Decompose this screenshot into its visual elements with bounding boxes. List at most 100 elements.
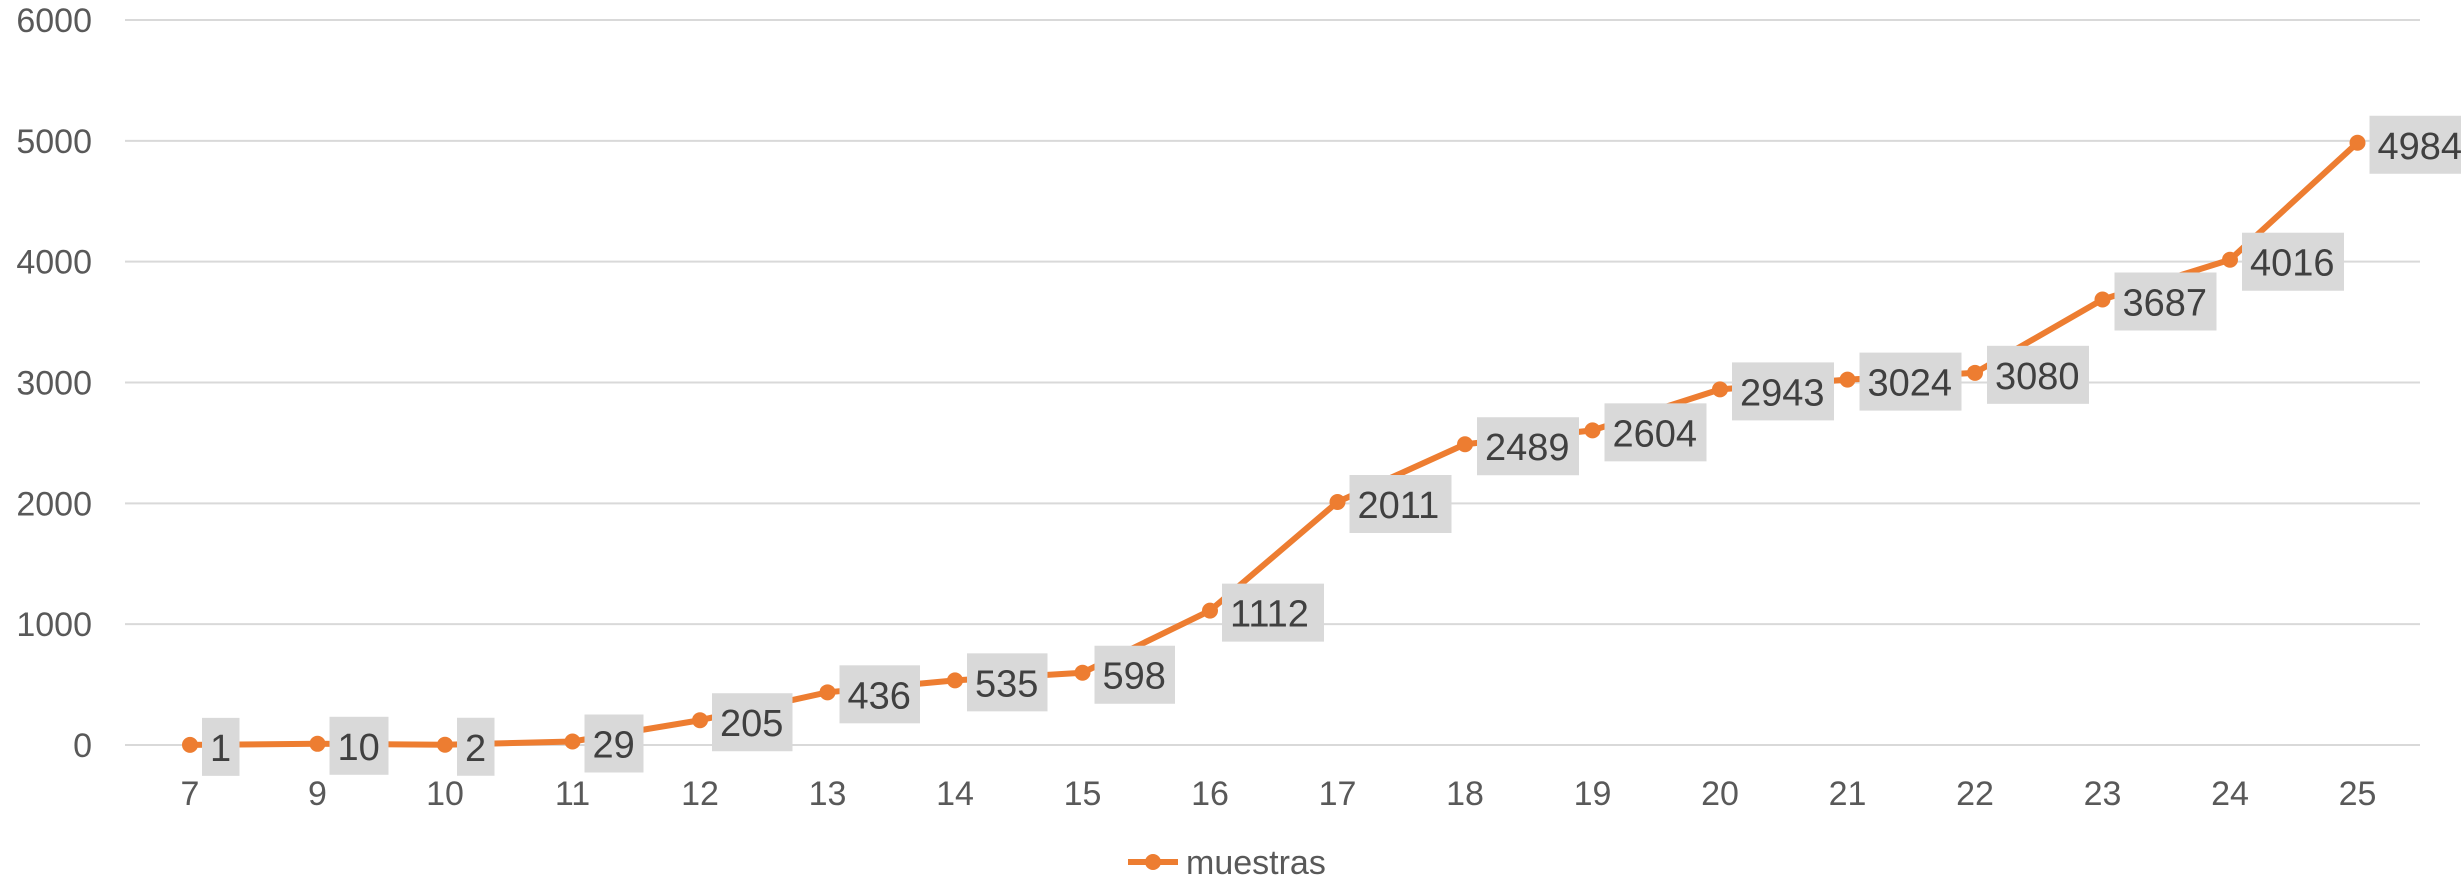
x-tick-label: 22 xyxy=(1956,775,1994,813)
data-label-text: 3080 xyxy=(1995,356,2080,398)
y-axis-ticks: 0 1000 2000 3000 4000 5000 6000 xyxy=(16,2,92,765)
data-label-text: 2943 xyxy=(1740,372,1825,414)
data-label-text: 2489 xyxy=(1485,427,1570,469)
data-point xyxy=(1074,664,1091,681)
data-point xyxy=(437,736,453,753)
data-point xyxy=(1457,436,1473,453)
data-label: 205 xyxy=(712,693,793,752)
data-label-box xyxy=(1477,417,1579,476)
data-label-text: 3024 xyxy=(1868,363,1953,405)
data-label-box xyxy=(1604,403,1707,462)
data-label-box xyxy=(1222,583,1324,642)
data-label: 535 xyxy=(967,653,1048,712)
data-label-box xyxy=(2242,232,2344,291)
data-label-text: 29 xyxy=(593,724,635,766)
data-label: 4016 xyxy=(2242,232,2344,291)
x-tick-label: 13 xyxy=(809,775,847,813)
x-tick-label: 25 xyxy=(2339,775,2377,813)
data-point xyxy=(2094,291,2111,308)
y-tick-label: 2000 xyxy=(16,485,92,523)
data-label: 2489 xyxy=(1477,417,1579,476)
x-tick-label: 21 xyxy=(1829,775,1867,813)
data-point xyxy=(947,672,963,689)
x-axis-ticks: 7 9 10 11 12 13 14 15 16 17 18 19 20 21 22 23 24 25 xyxy=(181,775,2377,813)
y-tick-label: 0 xyxy=(73,727,92,765)
data-label: 2943 xyxy=(1732,362,1834,421)
x-tick-label: 17 xyxy=(1319,775,1357,813)
data-label-text: 205 xyxy=(720,703,783,745)
data-point xyxy=(819,684,836,701)
data-point xyxy=(309,735,326,752)
y-tick-label: 5000 xyxy=(16,123,92,161)
series-line-muestras xyxy=(187,139,2361,748)
data-label: 1112 xyxy=(1222,583,1324,642)
data-label-text: 598 xyxy=(1103,656,1166,698)
x-tick-label: 16 xyxy=(1191,775,1229,813)
data-label: 2011 xyxy=(1349,475,1452,534)
data-point xyxy=(2222,251,2238,268)
data-point xyxy=(1712,381,1728,398)
x-tick-label: 9 xyxy=(308,775,327,813)
data-label: 2 xyxy=(457,717,495,776)
series-muestras xyxy=(187,139,2361,748)
data-label-box xyxy=(967,653,1048,712)
data-label-box xyxy=(457,717,495,776)
data-label-text: 1112 xyxy=(1230,594,1309,636)
data-label-box xyxy=(202,717,240,776)
x-tick-label: 24 xyxy=(2211,775,2249,813)
x-tick-label: 19 xyxy=(1574,775,1612,813)
data-label-box xyxy=(712,693,793,752)
y-tick-label: 3000 xyxy=(16,365,92,403)
x-tick-label: 10 xyxy=(426,775,464,813)
data-label-text: 4984 xyxy=(2378,126,2461,168)
data-point xyxy=(1202,602,1218,619)
data-label-box xyxy=(1094,645,1175,704)
data-label-box xyxy=(2114,272,2217,331)
gridlines xyxy=(125,19,2420,746)
legend: muestras xyxy=(1128,844,1326,878)
data-label: 436 xyxy=(839,665,920,724)
data-label-box xyxy=(1349,475,1452,534)
x-tick-label: 15 xyxy=(1064,775,1102,813)
data-label-text: 2011 xyxy=(1358,485,1440,527)
data-label: 4984 xyxy=(2369,115,2461,174)
data-label: 10 xyxy=(329,716,389,775)
data-label-box xyxy=(839,665,920,724)
data-point xyxy=(1839,371,1856,388)
x-tick-label: 14 xyxy=(936,775,974,813)
x-tick-label: 11 xyxy=(555,775,590,813)
data-label-text: 2 xyxy=(465,728,486,770)
data-label: 598 xyxy=(1094,645,1175,704)
data-label-box xyxy=(1732,362,1834,421)
data-label-text: 2604 xyxy=(1613,413,1698,455)
x-tick-label: 12 xyxy=(681,775,719,813)
data-label-text: 1 xyxy=(210,728,231,770)
series-points xyxy=(182,134,2366,753)
data-label: 3024 xyxy=(1859,352,1962,411)
y-tick-label: 1000 xyxy=(16,606,92,644)
data-point xyxy=(1584,422,1601,439)
x-tick-label: 20 xyxy=(1701,775,1739,813)
data-label: 3687 xyxy=(2114,272,2217,331)
data-label: 2604 xyxy=(1604,403,1707,462)
data-label-box xyxy=(1987,345,2089,404)
data-point xyxy=(1329,494,1346,511)
data-label: 29 xyxy=(584,714,644,773)
data-label: 1 xyxy=(202,717,240,776)
data-labels: 1 10 2 29 205 436 535 598 1112 2011 2489 2604 2943 30… xyxy=(202,115,2461,776)
data-label-box xyxy=(329,716,389,775)
x-tick-label: 23 xyxy=(2084,775,2122,813)
data-label-text: 4016 xyxy=(2250,243,2335,285)
data-point xyxy=(2349,134,2366,151)
legend-entry-muestras: muestras xyxy=(1186,844,1326,878)
x-tick-label: 18 xyxy=(1446,775,1484,813)
legend-marker xyxy=(1145,854,1161,870)
data-label: 3080 xyxy=(1987,345,2089,404)
x-tick-label: 7 xyxy=(181,775,200,813)
data-point xyxy=(564,733,581,750)
data-label-box xyxy=(584,714,644,773)
data-point xyxy=(182,736,198,753)
data-label-box xyxy=(2369,115,2461,174)
data-point xyxy=(1967,364,1983,381)
